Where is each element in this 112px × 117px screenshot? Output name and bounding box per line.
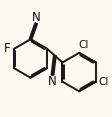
Text: N: N [31,11,40,24]
Text: Cl: Cl [78,40,88,50]
Text: N: N [48,75,56,88]
Text: F: F [4,42,11,55]
Text: Cl: Cl [98,77,108,87]
